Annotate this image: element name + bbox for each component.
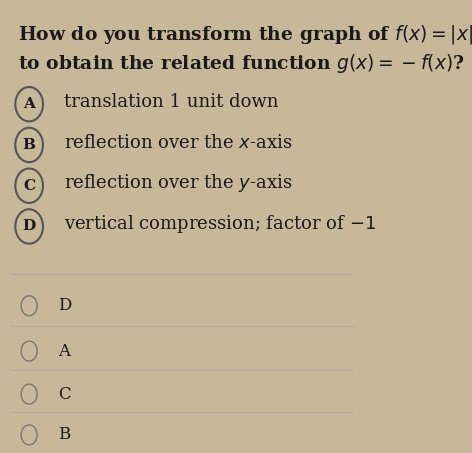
Text: D: D	[23, 220, 36, 233]
Text: A: A	[23, 97, 35, 111]
Text: reflection over the $x$-axis: reflection over the $x$-axis	[64, 134, 292, 152]
Text: vertical compression; factor of $-1$: vertical compression; factor of $-1$	[64, 213, 376, 235]
Text: B: B	[23, 138, 36, 152]
Text: How do you transform the graph of $f(x) = |x|$: How do you transform the graph of $f(x) …	[18, 23, 472, 46]
Text: to obtain the related function $g(x) = -f(x)$?: to obtain the related function $g(x) = -…	[18, 52, 465, 75]
Text: C: C	[23, 179, 35, 193]
Text: reflection over the $y$-axis: reflection over the $y$-axis	[64, 173, 292, 194]
Text: C: C	[59, 386, 71, 403]
Text: D: D	[59, 297, 72, 314]
Text: translation 1 unit down: translation 1 unit down	[64, 93, 278, 111]
Text: A: A	[59, 342, 70, 360]
Text: B: B	[59, 426, 70, 443]
